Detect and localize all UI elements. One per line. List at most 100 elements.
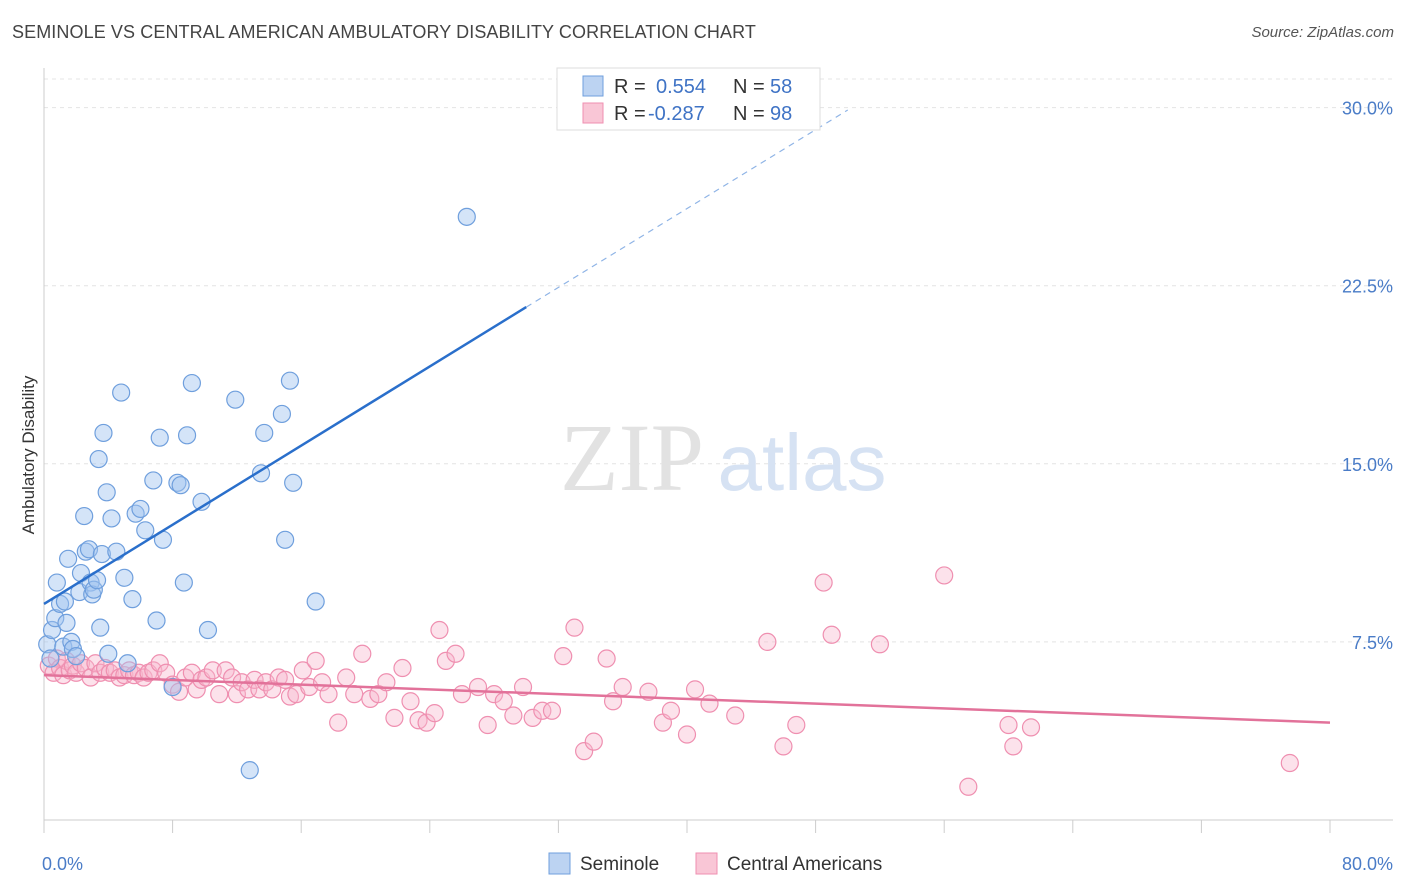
legend-r-label: R =: [614, 103, 646, 125]
seminole-point: [62, 632, 81, 652]
seminole-point: [284, 473, 303, 492]
central-american-point: [639, 682, 658, 701]
central-american-point: [685, 680, 705, 699]
seminole-points: [38, 207, 476, 780]
central-american-point: [565, 618, 584, 637]
seminole-point: [112, 383, 131, 402]
legend-n-value: 98: [770, 103, 792, 125]
central-american-point: [554, 647, 573, 666]
seminole-point: [94, 423, 113, 443]
y-tick-labels: 7.5% 15.0% 22.5% 30.0%: [1342, 99, 1393, 653]
seminole-point: [115, 568, 134, 587]
central-american-point: [306, 651, 325, 671]
seminole-point: [67, 647, 86, 666]
central-american-point: [293, 661, 312, 680]
central-american-point: [425, 704, 444, 723]
seminole-point: [136, 521, 155, 540]
central-american-point: [345, 685, 364, 704]
seminole-point: [42, 620, 62, 640]
central-american-point: [584, 732, 603, 751]
seminole-point: [131, 499, 150, 519]
central-american-point: [1280, 753, 1299, 773]
seminole-point: [89, 449, 108, 469]
seminole-point: [99, 644, 118, 663]
seminole-point: [41, 649, 60, 668]
central-american-point: [385, 708, 404, 727]
legend-n-label: N =: [733, 103, 765, 125]
bottom-legend-label-central: Central Americans: [727, 854, 882, 875]
central-american-point: [677, 725, 697, 744]
seminole-trend-line: [43, 306, 527, 605]
central-american-point: [575, 742, 594, 761]
seminole-point: [118, 654, 137, 673]
chart-title: SEMINOLE VS CENTRAL AMERICAN AMBULATORY …: [12, 22, 756, 42]
central-american-point: [814, 573, 833, 592]
central-american-point: [227, 685, 246, 704]
central-american-point: [485, 685, 504, 704]
central-american-point: [401, 692, 420, 711]
source-credit: Source: ZipAtlas.com: [1251, 24, 1394, 41]
seminole-point: [75, 506, 94, 526]
seminole-point: [280, 371, 300, 390]
seminole-point: [168, 473, 187, 492]
central-american-point: [959, 777, 978, 796]
watermark-zip: ZIP: [560, 404, 704, 511]
axes: [43, 68, 1393, 833]
seminole-point: [84, 580, 103, 599]
seminole-point: [163, 677, 182, 697]
legend-swatch-central: [582, 102, 604, 124]
seminole-point: [177, 426, 197, 445]
y-tick-label: 15.0%: [1342, 455, 1393, 475]
central-american-point: [452, 685, 472, 704]
central-american-point: [758, 632, 777, 652]
central-american-point: [86, 654, 105, 673]
x-tick-label-max: 80.0%: [1342, 854, 1393, 874]
central-american-point: [542, 701, 562, 720]
stats-legend: R = 0.554 N = 58 R = -0.287 N = 98: [556, 67, 821, 131]
central-american-point: [1021, 718, 1041, 737]
central-american-point: [337, 668, 356, 687]
seminole-point: [107, 542, 126, 561]
seminole-point: [123, 590, 142, 609]
trend-lines: [43, 109, 1331, 724]
legend-n-label: N =: [733, 76, 765, 98]
y-tick-label: 30.0%: [1342, 99, 1393, 119]
central-american-point: [822, 625, 841, 644]
central-american-point: [700, 694, 719, 713]
bottom-legend-swatch-central: [695, 852, 718, 875]
seminole-point: [97, 483, 116, 502]
seminole-point: [276, 530, 295, 549]
legend-r-value: 0.554: [656, 76, 706, 98]
grid-lines: [44, 78, 1393, 643]
central-american-point: [533, 701, 552, 720]
seminole-point: [182, 373, 201, 393]
seminole-point: [144, 471, 163, 490]
seminole-point: [457, 207, 476, 226]
central-american-point: [478, 715, 497, 735]
central-american-point: [329, 713, 348, 732]
central-american-point: [250, 680, 269, 699]
central-american-point: [210, 685, 229, 704]
seminole-point: [272, 404, 292, 424]
central-american-point: [999, 715, 1018, 735]
central-american-point: [661, 701, 681, 720]
central-american-point: [393, 658, 412, 678]
central-american-point: [870, 635, 890, 654]
central-american-point: [446, 644, 465, 663]
seminole-point: [147, 611, 166, 630]
central-american-point: [276, 670, 295, 689]
seminole-point: [91, 618, 110, 637]
central-american-point: [935, 566, 954, 585]
central-american-point: [726, 706, 745, 725]
x-tick-label-min: 0.0%: [42, 854, 83, 874]
y-tick-label: 7.5%: [1352, 633, 1393, 653]
legend-r-label: R =: [614, 76, 646, 98]
seminole-point: [171, 476, 190, 495]
central-american-point: [150, 654, 169, 673]
bottom-legend-swatch-seminole: [548, 852, 571, 875]
seminole-point: [255, 423, 274, 443]
seminole-point: [92, 544, 111, 564]
seminole-point: [57, 613, 76, 633]
seminole-point: [47, 573, 66, 592]
